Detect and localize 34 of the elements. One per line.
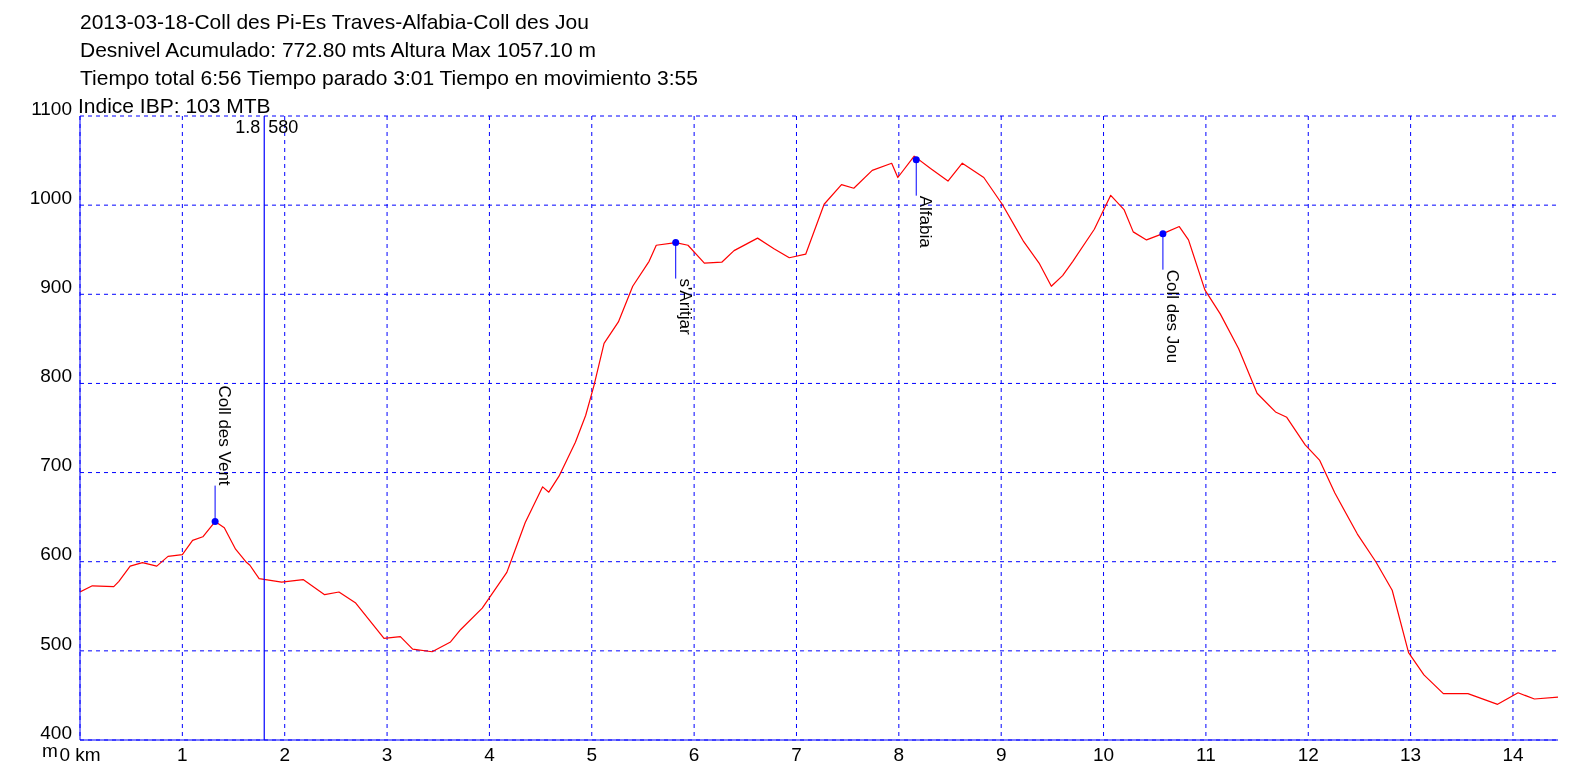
- text: Tiempo total 6:56 Tiempo parado 3:01 Tiempo en movimiento 3:55: [80, 66, 698, 90]
- x-tick-label: 14: [1502, 744, 1524, 766]
- annotation: Coll des Jou: [1162, 269, 1182, 364]
- x-tick-label: 10: [1092, 744, 1115, 766]
- x-tick-label: 0 km: [59, 744, 101, 766]
- annotation: 580: [268, 116, 299, 137]
- x-tick-label: 11: [1196, 744, 1216, 766]
- y-tick-label: 400: [40, 721, 72, 743]
- x-tick-label: 1: [177, 744, 188, 766]
- x-tick-label: 4: [484, 744, 496, 766]
- y-tick-label: 800: [40, 365, 72, 387]
- x-tick-label: 2: [279, 744, 290, 766]
- y-tick-label: 700: [40, 454, 72, 476]
- y-tick-label: 500: [40, 632, 72, 654]
- y-tick-label: 600: [40, 543, 72, 565]
- chart-title: 2013-03-18-Coll des Pi-Es Traves-Alfabia-Coll des Jou: [80, 10, 589, 34]
- y-tick-label: 1100: [31, 97, 72, 119]
- annotation: Alfabia: [916, 195, 936, 249]
- x-tick-label: 6: [688, 744, 700, 766]
- y-tick-label: 900: [40, 276, 72, 298]
- x-tick-label: 12: [1297, 744, 1319, 766]
- x-tick-label: 5: [586, 744, 598, 766]
- x-tick-label: 9: [995, 744, 1007, 766]
- annotation: Coll des Vent: [215, 385, 235, 486]
- y-tick-label: 1000: [29, 186, 72, 208]
- chart-subtitle: Desnivel Acumulado: 772.80 mts Altura Max 1057.10 m: [80, 38, 596, 62]
- ref-line-label: 1.8: [235, 116, 261, 137]
- annotation: s'Aritjar: [675, 278, 695, 336]
- annotation: Indice IBP: 103 MTB: [78, 94, 271, 118]
- y-axis-title: m: [42, 740, 58, 762]
- x-tick-label: 8: [893, 744, 905, 766]
- x-tick-label: 3: [381, 744, 393, 766]
- x-tick-label: 7: [791, 744, 802, 766]
- x-tick-label: 13: [1400, 744, 1422, 766]
